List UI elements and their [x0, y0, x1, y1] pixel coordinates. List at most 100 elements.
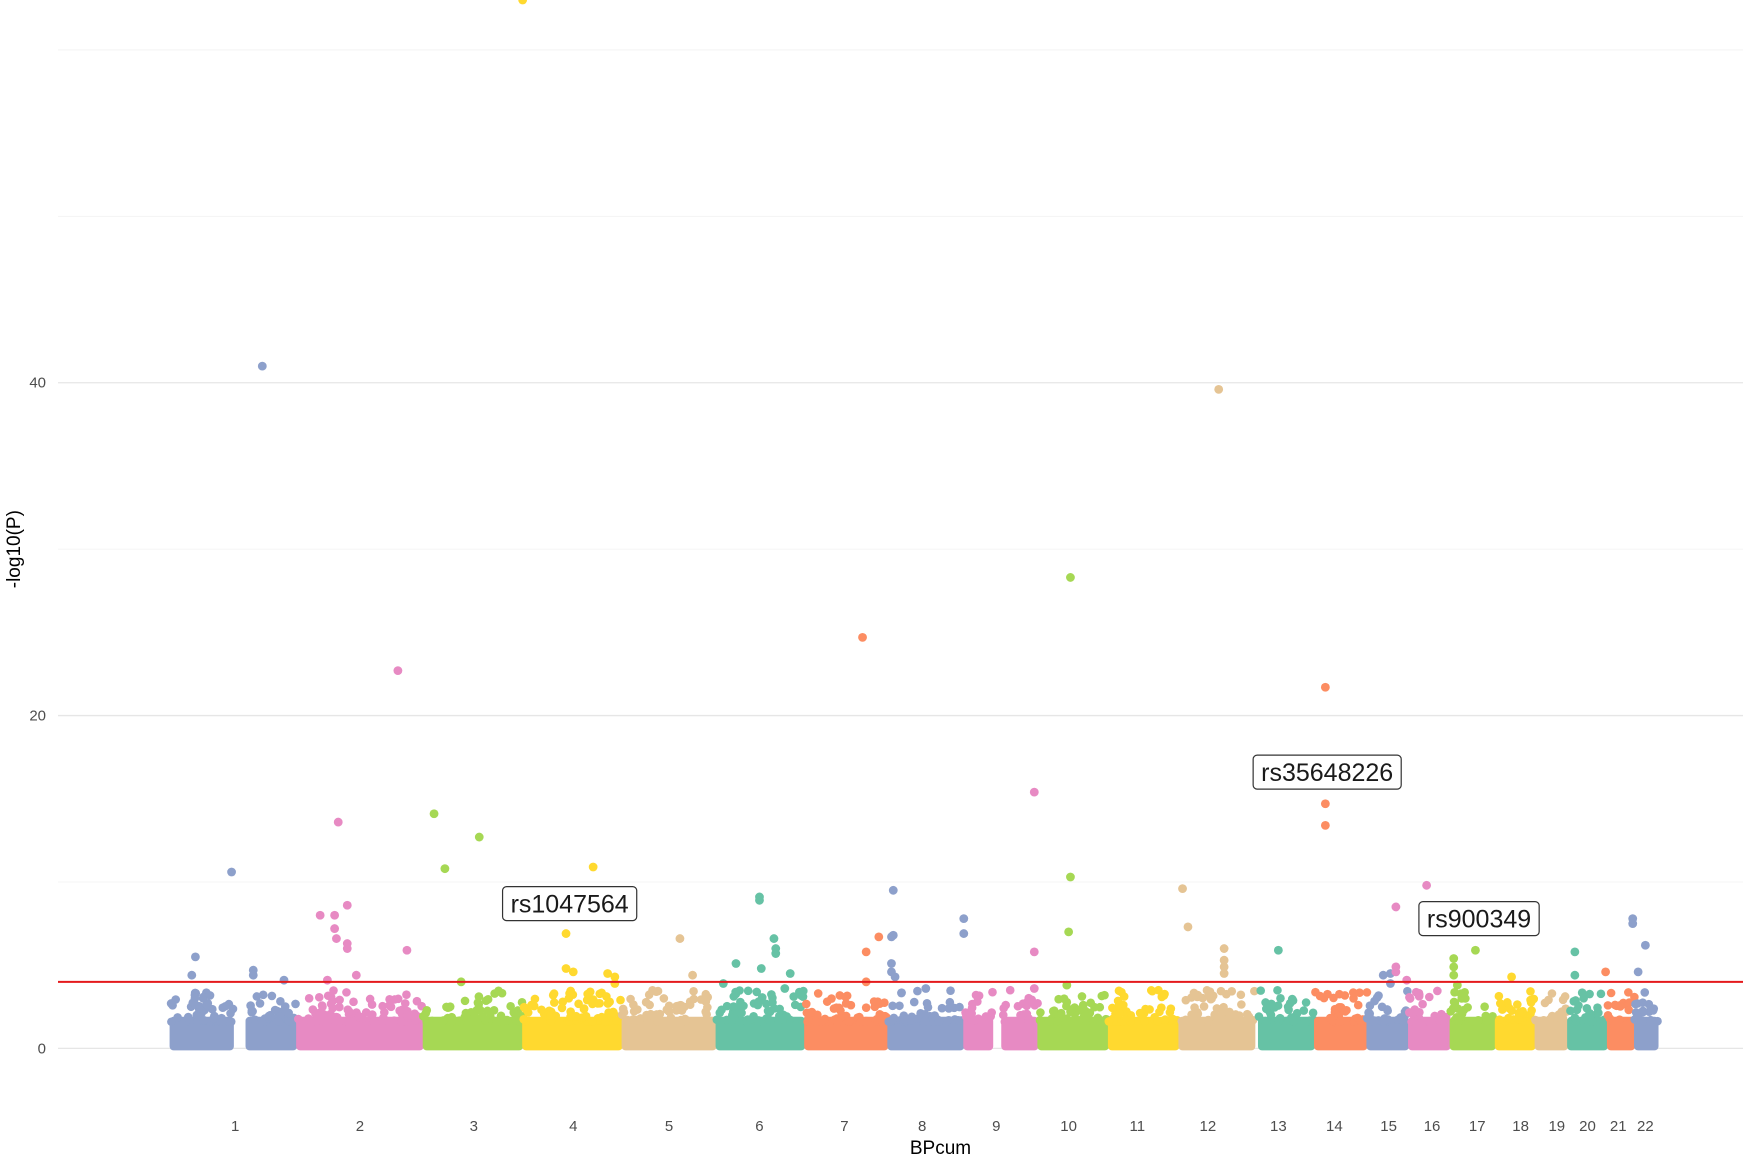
snp-point	[937, 1003, 947, 1013]
y-tick-label: 40	[29, 375, 46, 392]
x-tick-label: 13	[1270, 1118, 1287, 1135]
snp-point	[445, 1002, 454, 1012]
snp-point	[1177, 1016, 1187, 1026]
snp-point	[411, 1016, 420, 1025]
snp-point-chr12	[1219, 955, 1229, 965]
snp-point	[912, 1014, 922, 1024]
snp-point	[616, 995, 625, 1005]
snp-point	[1547, 989, 1557, 998]
snp-point	[276, 996, 285, 1006]
snp-point	[746, 1014, 756, 1024]
snp-point	[1405, 994, 1415, 1003]
snp-point-chr17	[1449, 962, 1459, 972]
snp-point	[519, 1014, 529, 1024]
snp-point	[841, 992, 850, 1002]
snp-point	[502, 1015, 512, 1025]
snp-point	[258, 990, 268, 1000]
snp-point	[492, 1017, 501, 1026]
snp-point	[460, 996, 470, 1006]
snp-point-chr22	[1633, 967, 1643, 977]
snp-point-chr6	[771, 949, 781, 958]
snp-point	[397, 1017, 407, 1026]
snp-point	[1217, 1014, 1227, 1024]
snp-point	[167, 1017, 176, 1027]
snp-label-text: rs35648226	[1261, 759, 1393, 787]
snp-point-chr7	[874, 932, 884, 942]
snp-point-chr10	[1066, 872, 1075, 882]
snp-point	[753, 1000, 763, 1010]
snp-point	[1408, 1009, 1417, 1019]
snp-point	[722, 1001, 732, 1011]
snp-point	[368, 1010, 377, 1019]
snp-point	[400, 999, 410, 1008]
snp-point-chr5	[675, 934, 685, 943]
snp-point	[463, 1014, 473, 1023]
snp-point	[1181, 995, 1191, 1005]
snp-point-chr4	[561, 929, 571, 938]
snp-point	[284, 1017, 294, 1026]
chromosome-band-17	[1446, 987, 1497, 1051]
snp-point	[1348, 988, 1358, 997]
snp-point-chr6	[756, 964, 766, 973]
chromosome-band-3	[418, 986, 527, 1051]
snp-point	[822, 997, 832, 1006]
chromosome-band-12	[1177, 986, 1259, 1051]
snp-point	[548, 990, 558, 1000]
snp-point	[1583, 1017, 1593, 1026]
snp-point-chr4	[568, 967, 578, 977]
snp-point	[349, 997, 358, 1007]
snp-point	[481, 1015, 490, 1025]
x-axis-ticks: 1 2 3 4 5 6 7 8 9 10 11 12 13 14 15 16 17 18 19 20 21 22	[231, 1118, 1654, 1135]
snp-band-body	[522, 1016, 623, 1051]
snp-point	[273, 1017, 283, 1026]
x-tick-label: 17	[1469, 1118, 1486, 1135]
snp-point-chr4	[561, 964, 571, 973]
x-tick-label: 3	[470, 1118, 478, 1135]
snp-point	[1001, 1017, 1011, 1027]
snp-point	[963, 1008, 973, 1018]
chromosome-band-4	[519, 986, 626, 1051]
snp-point-chr14	[1320, 799, 1330, 809]
snp-point-chr9	[1029, 947, 1039, 957]
snp-point	[584, 989, 594, 998]
snp-point	[969, 1016, 979, 1025]
snp-point	[328, 1003, 338, 1013]
snp-point	[659, 994, 669, 1003]
x-tick-label: 10	[1060, 1118, 1077, 1135]
snp-point	[1283, 1002, 1293, 1012]
snp-point	[1640, 988, 1650, 997]
snp-point	[1081, 1011, 1091, 1020]
snp-point	[1250, 986, 1259, 996]
snp-point-chr7	[858, 632, 867, 642]
chromosome-band-22	[1630, 988, 1662, 1051]
chromosome-band-2	[293, 986, 427, 1051]
snp-point-chr4	[610, 979, 620, 988]
snp-point	[199, 1016, 209, 1025]
snp-point-chr2	[342, 900, 352, 910]
snp-point	[255, 999, 265, 1008]
chromosome-band-1	[166, 988, 301, 1051]
snp-point	[336, 1016, 345, 1026]
snp-band-body	[1449, 1016, 1496, 1051]
snp-point	[880, 998, 889, 1007]
snp-point	[862, 1016, 872, 1026]
snp-point	[861, 1003, 871, 1012]
snp-point-chr2	[393, 666, 403, 676]
snp-point	[1355, 988, 1364, 998]
snp-point	[1090, 1002, 1099, 1012]
snp-point-chr6	[718, 979, 728, 988]
snp-point	[689, 994, 699, 1004]
snp-point-chr8	[890, 972, 900, 982]
grid-layer	[58, 49, 1743, 1050]
snp-point	[248, 1007, 257, 1016]
snp-point	[1261, 1004, 1271, 1014]
snp-point	[769, 1004, 779, 1013]
snp-point	[439, 1016, 448, 1025]
snp-point	[489, 1005, 499, 1015]
x-axis-title: BPcum	[910, 1138, 971, 1157]
x-tick-label: 4	[569, 1118, 577, 1135]
snp-point	[1104, 1017, 1114, 1026]
snp-point	[889, 1013, 899, 1023]
snp-point	[1495, 1015, 1504, 1024]
snp-point	[314, 992, 324, 1002]
